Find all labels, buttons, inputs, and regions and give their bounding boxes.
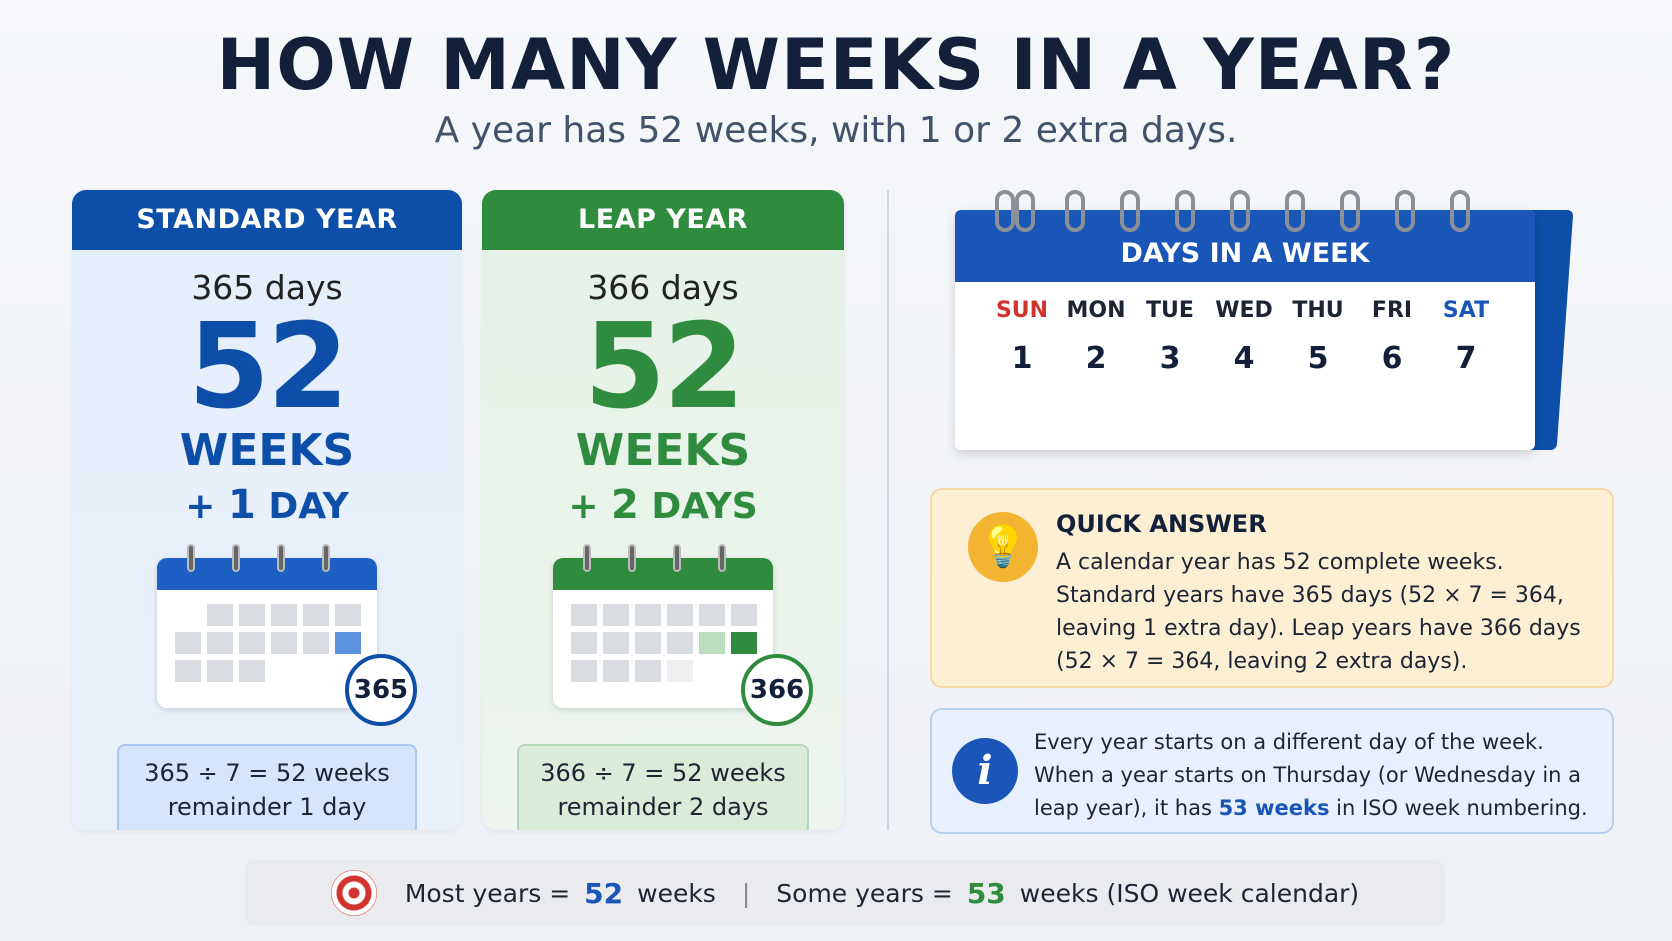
info-icon: i xyxy=(952,738,1018,804)
target-icon xyxy=(330,870,377,916)
quick-answer-box: 💡 QUICK ANSWER A calendar year has 52 co… xyxy=(930,488,1614,688)
weekday-label: MON xyxy=(1066,298,1126,323)
info-highlight: 53 weeks xyxy=(1218,796,1330,820)
calc-remainder: remainder 1 day xyxy=(167,793,367,821)
weekday-number: 7 xyxy=(1455,341,1477,376)
iso-info-box: i Every year starts on a different day o… xyxy=(930,708,1614,834)
quick-answer-text: A calendar year has 52 complete weeks. S… xyxy=(1056,550,1581,674)
most-years-value: 52 xyxy=(584,876,624,910)
calendar-icon: 366 xyxy=(553,544,813,726)
calendar-icon: 365 xyxy=(157,544,417,726)
weekday-number: 4 xyxy=(1233,341,1255,376)
standard-weeks-number: 52 xyxy=(187,297,349,435)
most-years-label: Most years = xyxy=(404,878,571,908)
quick-answer-heading: QUICK ANSWER xyxy=(1056,510,1267,538)
iso-info-text: Every year starts on a different day of … xyxy=(1034,726,1604,825)
vertical-divider xyxy=(887,190,889,830)
leap-days: 366 days xyxy=(587,268,739,307)
calc-line: 366 ÷ 7 = 52 weeks xyxy=(540,759,786,787)
weekday-number: 2 xyxy=(1085,341,1107,376)
week-calendar: DAYS IN A WEEK SUN MON TUE WED THU FRI SAT 1 2 3… xyxy=(955,190,1595,460)
extra-number: 2 xyxy=(611,482,639,528)
week-calendar-title: DAYS IN A WEEK xyxy=(955,210,1535,282)
weekday-label: SUN xyxy=(995,298,1049,323)
weekday-label: SAT xyxy=(1442,298,1490,323)
extra-unit: DAY xyxy=(255,486,349,527)
extra-unit: DAYS xyxy=(638,486,758,527)
leap-year-card: LEAP YEAR 366 days 52 WEEKS + 2 DAYS 366… xyxy=(482,190,844,830)
extra-prefix: + xyxy=(568,486,612,527)
leap-weeks-label: WEEKS xyxy=(575,425,751,476)
summary-separator: | xyxy=(741,878,751,908)
weekday-number: 1 xyxy=(1011,341,1033,376)
standard-year-heading: STANDARD YEAR xyxy=(72,190,462,250)
some-years-value: 53 xyxy=(966,876,1006,910)
calc-remainder: remainder 2 days xyxy=(557,793,769,821)
info-text-start: Every year starts on a different day of … xyxy=(1034,730,1582,820)
day-count-badge: 366 xyxy=(741,654,813,726)
page-subtitle: A year has 52 weeks, with 1 or 2 extra d… xyxy=(434,110,1238,151)
leap-weeks-number: 52 xyxy=(583,297,745,435)
weekday-label: FRI xyxy=(1371,298,1413,323)
extra-prefix: + xyxy=(185,486,228,527)
extra-number: 1 xyxy=(227,482,256,528)
standard-weeks-label: WEEKS xyxy=(179,425,355,476)
page-title: HOW MANY WEEKS IN A YEAR? xyxy=(216,24,1456,106)
leap-extra-days: + 2 DAYS xyxy=(482,482,844,528)
calc-line: 365 ÷ 7 = 52 weeks xyxy=(144,759,390,787)
standard-calculation: 365 ÷ 7 = 52 weeks remainder 1 day xyxy=(117,744,417,830)
weekday-number: 6 xyxy=(1381,341,1403,376)
weekday-label: THU xyxy=(1292,298,1344,323)
weekday-number: 3 xyxy=(1159,341,1181,376)
standard-year-card: STANDARD YEAR 365 days 52 WEEKS + 1 DAY … xyxy=(72,190,462,830)
leap-calculation: 366 ÷ 7 = 52 weeks remainder 2 days xyxy=(517,744,809,830)
some-years-label: Some years = xyxy=(776,878,953,908)
day-count-badge: 365 xyxy=(345,654,417,726)
standard-extra-days: + 1 DAY xyxy=(72,482,462,528)
info-text-end: in ISO week numbering. xyxy=(1329,796,1588,820)
some-years-unit: weeks (ISO week calendar) xyxy=(1019,878,1360,908)
weekday-number: 5 xyxy=(1307,341,1329,376)
standard-days: 365 days xyxy=(191,268,343,307)
weekday-label: TUE xyxy=(1146,298,1194,323)
lightbulb-icon: 💡 xyxy=(968,512,1038,582)
most-years-unit: weeks xyxy=(637,878,716,908)
summary-strip: Most years = 52 weeks | Some years = 53 … xyxy=(245,860,1445,926)
weekday-label: WED xyxy=(1215,298,1273,323)
leap-year-heading: LEAP YEAR xyxy=(482,190,844,250)
